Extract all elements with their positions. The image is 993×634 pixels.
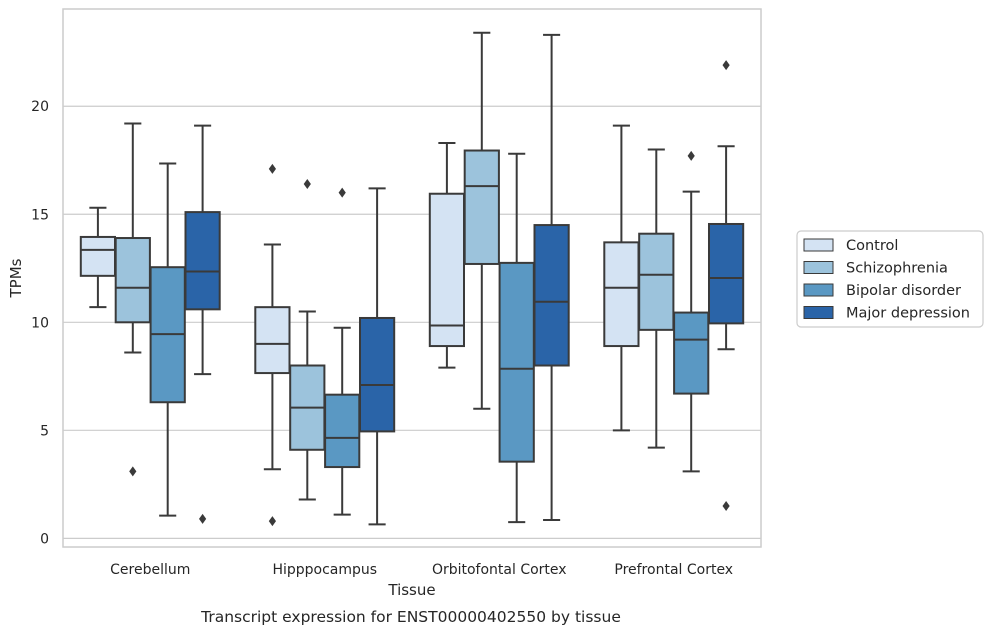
- box-body: [533, 224, 570, 367]
- box-body: [603, 241, 640, 348]
- box-3-3: [707, 60, 745, 511]
- x-axis-title: Tissue: [387, 581, 435, 599]
- legend-item: Schizophrenia: [803, 261, 948, 277]
- outlier-point: [303, 179, 311, 190]
- x-tick-labels: Cerebellum Hipppocampus Orbitofontal Corte…: [110, 562, 733, 578]
- outlier-point: [722, 500, 730, 511]
- box-0-2: [149, 162, 186, 517]
- box-0-3: [184, 124, 221, 524]
- box-body: [184, 211, 221, 311]
- y-tick-label: 10: [31, 315, 49, 331]
- box-body: [254, 306, 291, 375]
- outlier-point: [268, 516, 276, 527]
- x-tick-label: Cerebellum: [110, 562, 190, 578]
- box-2-2: [498, 152, 535, 524]
- legend-label: Major depression: [846, 306, 970, 322]
- box-2-0: [428, 141, 466, 369]
- outlier-point: [722, 60, 730, 71]
- box-body: [707, 222, 745, 325]
- outlier-point: [129, 466, 137, 477]
- box-groups: [79, 31, 745, 527]
- box-body: [324, 393, 361, 469]
- box-2-1: [463, 31, 500, 410]
- legend: Control Schizophrenia Bipolar disorder Majo…: [796, 230, 984, 328]
- legend-label: Schizophrenia: [846, 261, 948, 277]
- box-body: [79, 235, 117, 277]
- box-body: [638, 232, 675, 331]
- legend-label: Bipolar disorder: [846, 283, 961, 299]
- box-0-1: [114, 122, 151, 477]
- box-body: [673, 311, 710, 395]
- y-tick-label: 0: [40, 531, 49, 547]
- legend-item: Major depression: [803, 306, 970, 322]
- box-body: [114, 237, 151, 324]
- box-1-1: [289, 179, 326, 501]
- box-body: [498, 261, 535, 463]
- box-1-0: [254, 163, 291, 527]
- legend-swatch: [803, 261, 834, 274]
- box-3-0: [603, 124, 640, 432]
- y-tick-label: 15: [31, 207, 49, 223]
- outlier-point: [687, 150, 695, 161]
- x-tick-label: Prefrontal Cortex: [614, 562, 733, 578]
- legend-swatch: [803, 283, 834, 297]
- x-tick-label: Hipppocampus: [272, 562, 377, 578]
- box-1-3: [358, 187, 396, 526]
- plot-frame: [62, 8, 762, 548]
- y-axis-title: TPMs: [7, 258, 25, 298]
- chart-caption: Transcript expression for ENST0000040255…: [200, 608, 621, 626]
- box-3-1: [638, 148, 675, 449]
- box-body: [358, 316, 396, 433]
- box-0-0: [79, 206, 117, 309]
- box-2-3: [533, 33, 570, 521]
- legend-swatch: [803, 306, 834, 319]
- legend-item: Bipolar disorder: [803, 283, 961, 299]
- legend-item: Control: [803, 238, 898, 254]
- legend-label: Control: [846, 238, 898, 254]
- legend-swatch: [803, 238, 834, 252]
- box-1-2: [324, 187, 361, 516]
- y-tick-label: 20: [31, 99, 49, 115]
- y-tick-label: 5: [40, 423, 49, 439]
- outlier-point: [268, 163, 276, 174]
- box-body: [463, 149, 500, 265]
- legend-frame: [796, 230, 984, 328]
- box-body: [428, 192, 466, 348]
- outlier-point: [338, 187, 346, 198]
- box-3-2: [673, 150, 710, 473]
- outlier-point: [199, 513, 207, 524]
- y-tick-labels: 0 5 10 15 20: [31, 99, 49, 547]
- x-tick-label: Orbitofontal Cortex: [432, 562, 567, 578]
